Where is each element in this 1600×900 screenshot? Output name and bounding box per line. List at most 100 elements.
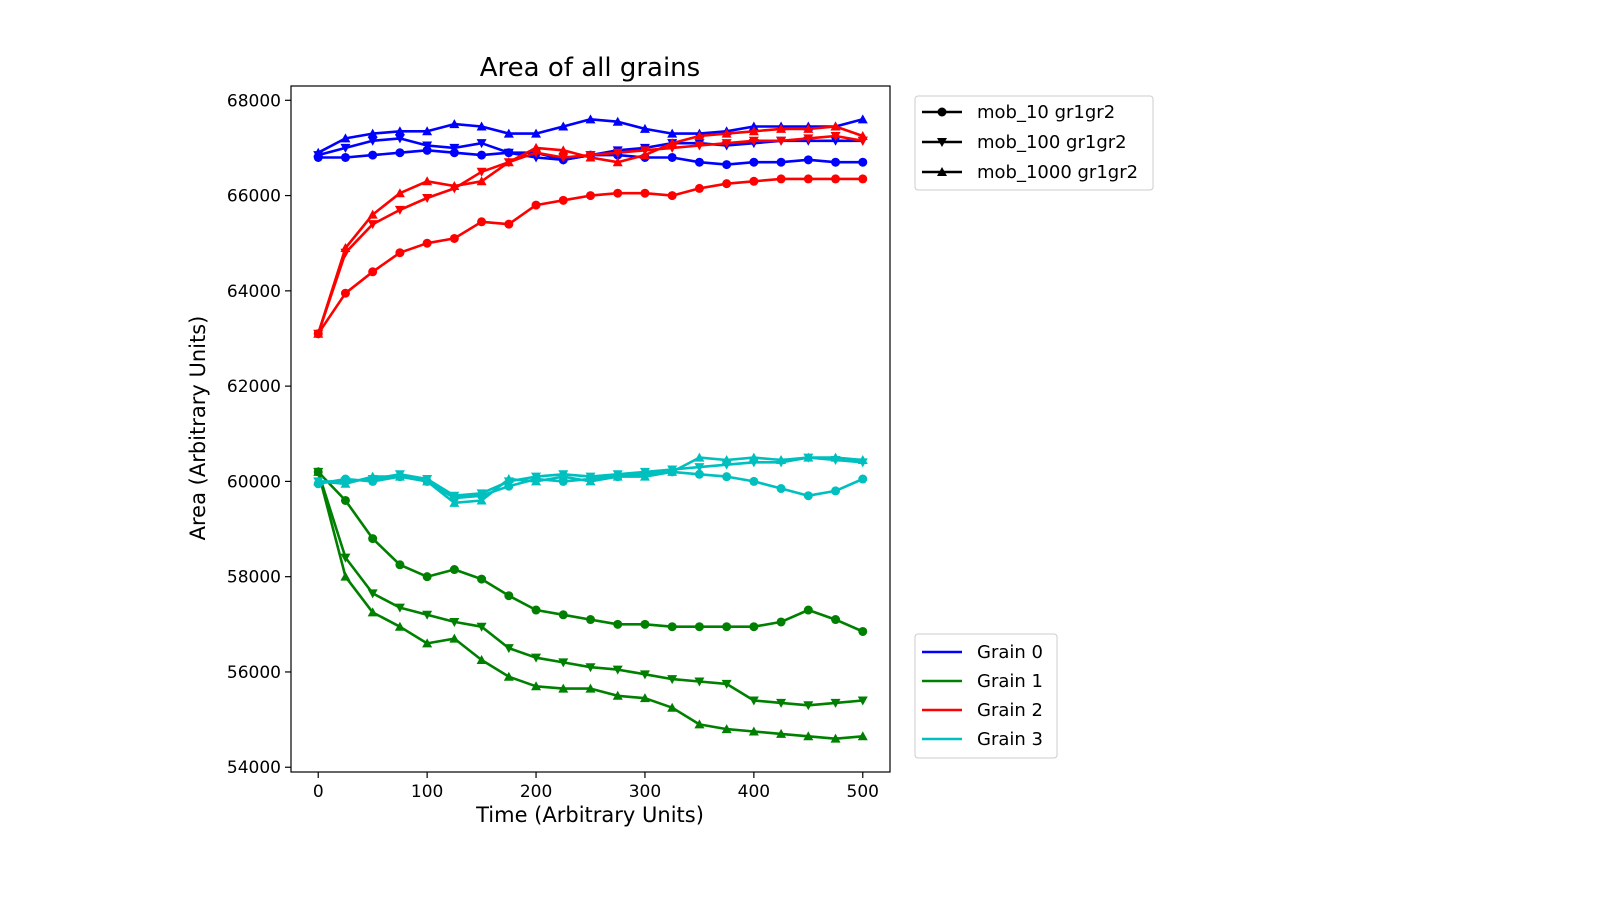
data-point <box>449 143 460 153</box>
data-point <box>667 128 678 138</box>
data-point <box>313 328 324 338</box>
data-point <box>857 696 868 706</box>
data-point <box>422 610 433 620</box>
data-point <box>748 726 759 736</box>
data-point <box>422 238 432 248</box>
data-point <box>476 622 487 632</box>
plot-area <box>313 114 868 743</box>
data-point <box>749 476 759 486</box>
data-point <box>803 491 813 501</box>
data-point <box>476 495 487 505</box>
data-point <box>313 147 324 157</box>
data-point <box>422 141 433 151</box>
y-tick-label: 62000 <box>227 377 281 397</box>
data-point <box>694 131 705 141</box>
data-point <box>694 719 705 729</box>
data-point <box>503 474 514 484</box>
data-point <box>858 626 868 636</box>
x-axis-label: Time (Arbitrary Units) <box>475 803 704 827</box>
data-point <box>340 288 350 298</box>
data-point <box>776 728 787 738</box>
data-point <box>612 471 623 481</box>
data-point <box>477 217 487 227</box>
data-point <box>476 167 487 177</box>
marker-legend <box>914 95 1154 191</box>
x-tick-label: 500 <box>847 782 879 802</box>
data-point <box>340 571 351 581</box>
data-point <box>367 209 378 219</box>
data-point <box>449 233 459 243</box>
data-point <box>857 131 868 141</box>
data-point <box>531 681 542 691</box>
data-point <box>613 619 623 629</box>
data-point <box>449 565 459 575</box>
data-point <box>558 153 569 163</box>
data-point <box>857 114 868 124</box>
legend-label: Grain 3 <box>977 729 1043 750</box>
data-point <box>531 200 541 210</box>
x-tick-label: 0 <box>313 782 324 802</box>
y-tick-label: 64000 <box>227 282 281 302</box>
data-point <box>449 617 460 627</box>
data-point <box>531 153 542 163</box>
data-point <box>394 126 405 136</box>
data-point <box>503 128 514 138</box>
legend-label: Grain 1 <box>977 671 1043 692</box>
legend-marker <box>937 107 947 117</box>
data-point <box>694 157 704 167</box>
data-point <box>476 139 487 149</box>
data-point <box>639 471 650 481</box>
data-point <box>830 136 841 146</box>
data-point <box>667 675 678 685</box>
data-point <box>422 193 433 203</box>
data-point <box>749 622 759 632</box>
legend-marker <box>937 138 947 147</box>
data-point <box>558 683 569 693</box>
data-point <box>722 179 732 189</box>
data-point <box>694 622 704 632</box>
y-axis-label: Area (Arbitrary Units) <box>186 316 210 541</box>
data-point <box>394 471 405 481</box>
data-point <box>449 491 460 501</box>
data-point <box>776 123 787 133</box>
data-point <box>639 123 650 133</box>
data-point <box>476 176 487 186</box>
data-point <box>476 489 487 499</box>
data-point <box>776 174 786 184</box>
data-point <box>831 157 841 167</box>
data-point <box>531 128 542 138</box>
data-point <box>667 622 677 632</box>
data-point <box>639 693 650 703</box>
data-point <box>776 157 786 167</box>
data-point <box>639 670 650 680</box>
data-point <box>612 665 623 675</box>
data-point <box>422 126 433 136</box>
data-point <box>831 174 841 184</box>
legend-label: mob_100 gr1gr2 <box>977 132 1127 153</box>
y-tick-label: 66000 <box>227 187 281 207</box>
data-point <box>830 452 841 462</box>
data-point <box>340 242 351 252</box>
data-point <box>667 191 677 201</box>
data-point <box>694 463 705 473</box>
data-point <box>476 121 487 131</box>
data-point <box>558 471 569 481</box>
data-point <box>721 128 732 138</box>
data-point <box>667 466 678 476</box>
data-point <box>748 696 759 706</box>
data-point <box>558 610 568 620</box>
axis-ticks: 0 100 200 300 400 500 54000 56000 58000 60000 6200… <box>227 91 879 802</box>
data-point <box>394 188 405 198</box>
data-point <box>586 615 595 625</box>
data-point <box>422 176 433 186</box>
data-point <box>531 142 542 152</box>
x-tick-label: 300 <box>629 782 661 802</box>
legend-label: Grain 2 <box>977 700 1043 721</box>
x-tick-label: 100 <box>411 782 443 802</box>
y-tick-label: 58000 <box>227 568 281 588</box>
data-point <box>748 452 759 462</box>
y-tick-label: 54000 <box>227 758 281 778</box>
data-point <box>721 679 732 689</box>
data-point <box>531 605 541 615</box>
data-point <box>367 128 378 138</box>
